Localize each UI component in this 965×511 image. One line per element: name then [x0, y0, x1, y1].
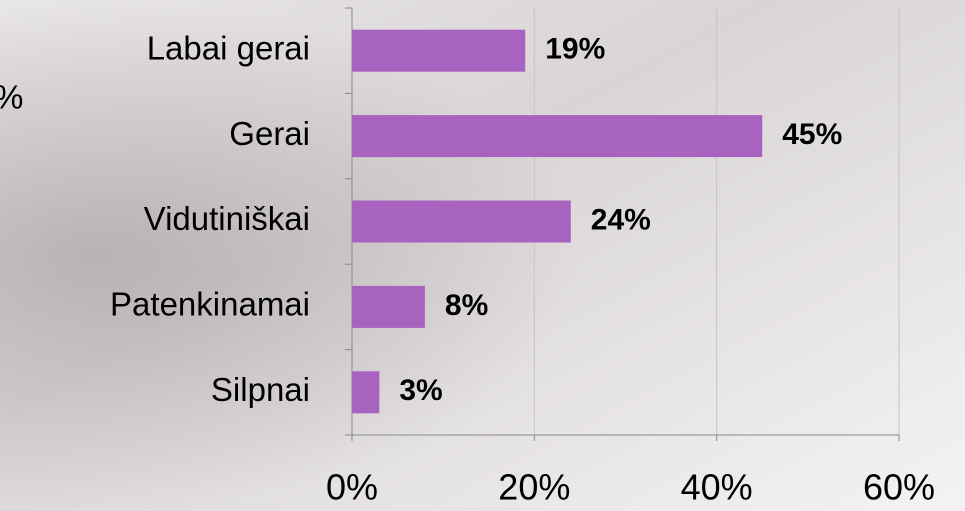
value-label: 19% [545, 33, 605, 66]
value-label: 45% [782, 118, 842, 151]
chart: % 0% 20% 40% 60% Labai gerai 19% Gerai 45% Vidut… [0, 0, 965, 511]
bar [352, 115, 762, 157]
value-label: 3% [399, 374, 442, 407]
annotation: % [0, 79, 23, 116]
y-tick-label: Gerai [229, 115, 310, 152]
value-label: 8% [445, 289, 488, 322]
background-shade [0, 0, 965, 511]
bar [352, 201, 571, 243]
x-tick-label: 20% [498, 467, 570, 508]
x-tick-label: 40% [681, 467, 753, 508]
y-tick-label: Silpnai [211, 371, 310, 408]
bar [352, 371, 379, 413]
x-tick-label: 60% [863, 467, 935, 508]
y-tick-label: Vidutiniškai [144, 200, 310, 237]
y-tick-label: Patenkinamai [110, 286, 310, 323]
bar [352, 286, 425, 328]
y-tick-label: Labai gerai [147, 29, 310, 66]
x-tick-label: 0% [326, 467, 378, 508]
bar [352, 30, 525, 72]
page: % 0% 20% 40% 60% Labai gerai 19% Gerai 45% Vidut… [0, 0, 965, 511]
value-label: 24% [591, 203, 651, 236]
